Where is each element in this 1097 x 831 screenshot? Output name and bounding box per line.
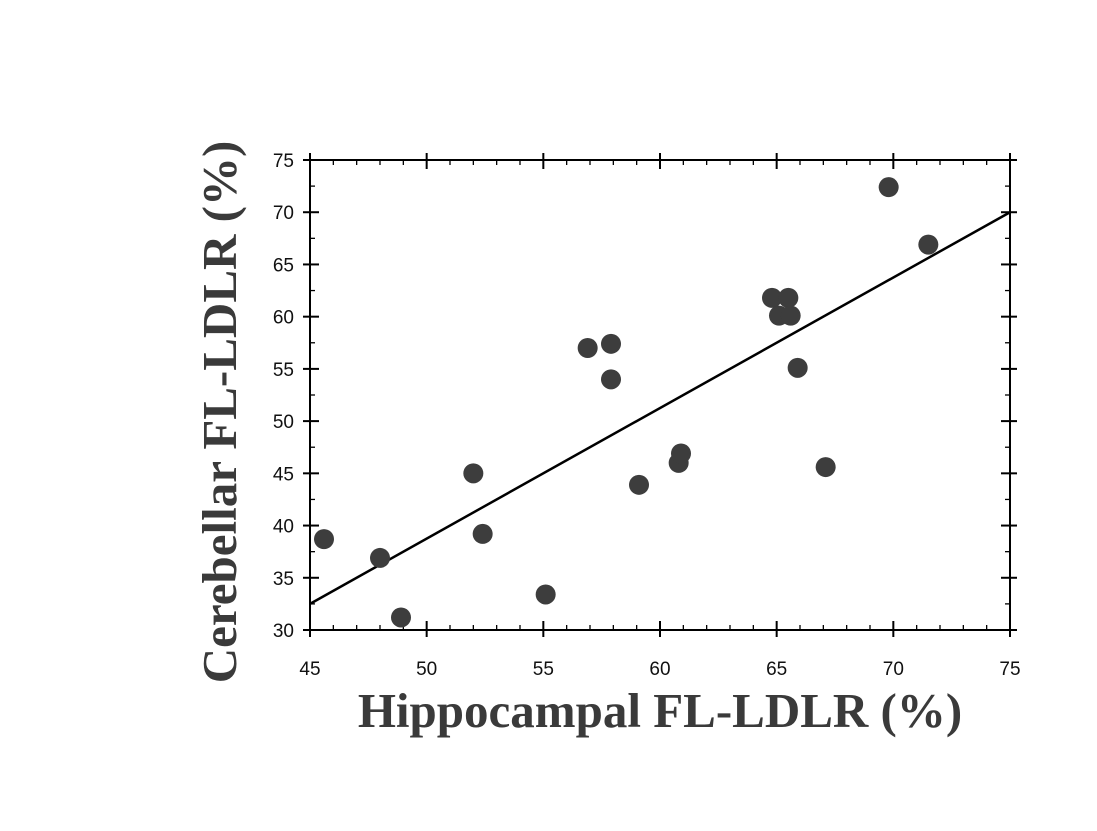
x-tick-labels: 45 50 55 60 65 70 75 <box>299 659 1020 680</box>
data-point <box>601 369 621 390</box>
y-tick-label: 65 <box>273 255 294 276</box>
x-tick-label: 70 <box>883 659 904 680</box>
y-tick-labels: 30 35 40 45 50 55 60 65 70 75 <box>273 151 294 642</box>
data-point <box>778 287 799 308</box>
y-tick-label: 55 <box>273 360 294 381</box>
minor-ticks <box>310 160 1010 630</box>
data-point <box>787 357 808 378</box>
y-tick-label: 50 <box>273 412 294 433</box>
data-point <box>577 338 598 358</box>
y-tick-label: 30 <box>273 621 294 642</box>
y-tick-label: 45 <box>273 464 294 485</box>
x-tick-label: 50 <box>416 659 437 680</box>
x-tick-label: 55 <box>533 659 554 680</box>
data-point <box>780 305 801 326</box>
x-tick-label: 65 <box>766 659 787 680</box>
y-axis-label: Cerebellar FL-LDLR (%) <box>192 141 247 684</box>
data-point <box>601 333 621 354</box>
trend-line <box>309 211 1011 605</box>
plot-area <box>309 159 1011 631</box>
x-tick-label: 60 <box>649 659 670 680</box>
x-tick-label: 45 <box>299 659 320 680</box>
data-point <box>762 287 782 308</box>
y-tick-label: 70 <box>273 203 294 224</box>
data-point <box>370 547 390 568</box>
y-tick-label: 60 <box>273 308 294 329</box>
data-point <box>472 523 493 544</box>
data-point <box>878 177 899 198</box>
data-point <box>391 607 411 628</box>
x-tick-label: 75 <box>999 659 1020 680</box>
y-tick-label: 75 <box>273 151 294 172</box>
x-axis-label: Hippocampal FL-LDLR (%) <box>358 683 962 738</box>
data-point <box>671 443 691 464</box>
data-point <box>314 529 334 550</box>
major-ticks <box>303 153 1017 637</box>
data-points <box>314 177 939 628</box>
data-point <box>535 584 556 605</box>
data-point <box>629 474 649 495</box>
y-tick-label: 40 <box>273 517 294 538</box>
data-point <box>463 463 484 484</box>
data-point <box>918 234 939 255</box>
y-tick-label: 35 <box>273 569 294 590</box>
data-point <box>815 457 836 478</box>
